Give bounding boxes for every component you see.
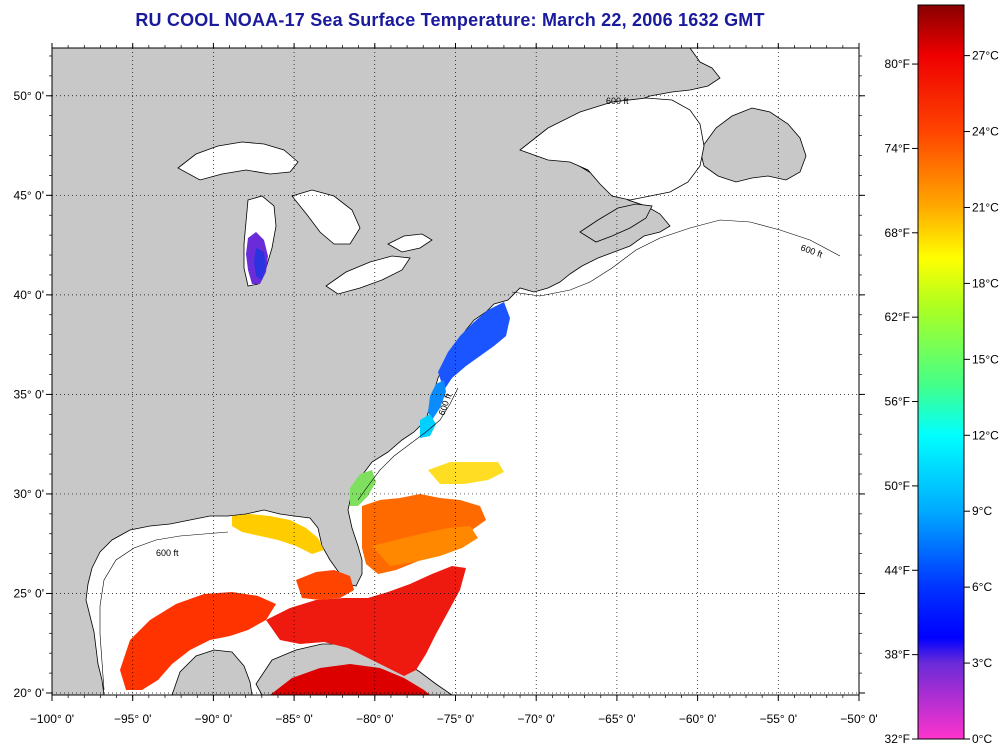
sst-carolina-shelf: [420, 414, 436, 438]
sst-chesapeake: [428, 380, 446, 420]
colorbar-fahrenheit-label: 80°F: [885, 57, 910, 71]
sst-caribbean: [270, 664, 430, 695]
colorbar-fahrenheit-label: 74°F: [885, 141, 910, 155]
colorbar-labels: 0°C 3°C 6°C 9°C 12°C 15°C 18°C 21°C 24°C 27°C 32°F…: [885, 49, 1000, 746]
lat-tick-label: 20° 0': [14, 686, 44, 700]
colorbar-celsius-label: 24°C: [972, 125, 999, 139]
lat-tick-label: 35° 0': [14, 387, 44, 401]
lon-tick-label: −100° 0': [30, 712, 74, 726]
isobath-600ft-northeast: [511, 219, 841, 297]
colorbar-celsius-label: 3°C: [972, 656, 992, 670]
sst-lake-michigan-cold: [254, 248, 266, 280]
lat-tick-label: 40° 0': [14, 288, 44, 302]
lake-erie: [325, 255, 411, 295]
axis-labels: −100° 0' −95° 0' −90° 0' −85° 0' −80° 0' −75°…: [14, 89, 878, 726]
colorbar-fahrenheit-label: 62°F: [885, 310, 910, 324]
lon-tick-label: −50° 0': [840, 712, 877, 726]
lon-tick-label: −90° 0': [195, 712, 232, 726]
colorbar-fahrenheit-label: 50°F: [885, 479, 910, 493]
colorbar-celsius-label: 0°C: [972, 732, 992, 746]
colorbar-celsius-label: 18°C: [972, 276, 999, 290]
colorbar: [917, 4, 965, 740]
gulf-st-lawrence: [519, 97, 705, 201]
lake-huron: [291, 189, 361, 245]
colorbar-celsius-label: 9°C: [972, 504, 992, 518]
colorbar-celsius-label: 21°C: [972, 200, 999, 214]
sst-gulf-east: [296, 570, 354, 600]
lon-tick-label: −55° 0': [760, 712, 797, 726]
land-newfoundland: [699, 107, 807, 183]
isobath-600ft-gulf: [99, 531, 229, 691]
lon-tick-label: −95° 0': [114, 712, 151, 726]
land-nova-scotia: [579, 203, 653, 243]
sst-gulf-south: [120, 592, 276, 690]
colorbar-celsius-label: 27°C: [972, 49, 999, 63]
map-content: 600 ft 600 ft 600 ft 600 ft: [52, 48, 859, 695]
colorbar-fahrenheit-label: 32°F: [885, 732, 910, 746]
colorbar-celsius-label: 6°C: [972, 580, 992, 594]
axis-ticks: [46, 43, 865, 701]
isobath-label-gulf-st-lawrence: 600 ft: [606, 96, 629, 106]
map-title: RU COOL NOAA-17 Sea Surface Temperature:…: [135, 10, 765, 30]
lon-tick-label: −75° 0': [437, 712, 474, 726]
colorbar-fahrenheit-label: 56°F: [885, 395, 910, 409]
lake-superior: [177, 141, 299, 181]
lon-tick-label: −65° 0': [598, 712, 635, 726]
sst-georgia-shelf: [350, 470, 376, 506]
isobath-label-gulf: 600 ft: [156, 548, 179, 558]
sst-atlantic-patch: [428, 462, 504, 484]
colorbar-celsius-label: 12°C: [972, 428, 999, 442]
sst-subtropical-band: [372, 526, 478, 566]
lat-tick-label: 50° 0': [14, 89, 44, 103]
sst-mid-atlantic-shelf: [438, 302, 510, 390]
sst-gulf-north-coast: [232, 514, 324, 554]
lat-tick-label: 45° 0': [14, 188, 44, 202]
lake-ontario: [387, 233, 433, 253]
lat-tick-label: 30° 0': [14, 487, 44, 501]
lon-tick-label: −60° 0': [679, 712, 716, 726]
colorbar-fahrenheit-label: 68°F: [885, 226, 910, 240]
lon-tick-label: −70° 0': [517, 712, 554, 726]
lat-tick-label: 25° 0': [14, 586, 44, 600]
colorbar-celsius-label: 15°C: [972, 352, 999, 366]
isobath-600ft-atlantic: [357, 387, 459, 501]
lon-tick-label: −80° 0': [356, 712, 393, 726]
graticule: [52, 48, 859, 695]
colorbar-fahrenheit-label: 38°F: [885, 648, 910, 662]
land-yucatan: [171, 649, 253, 695]
lon-tick-label: −85° 0': [275, 712, 312, 726]
colorbar-fahrenheit-label: 44°F: [885, 563, 910, 577]
